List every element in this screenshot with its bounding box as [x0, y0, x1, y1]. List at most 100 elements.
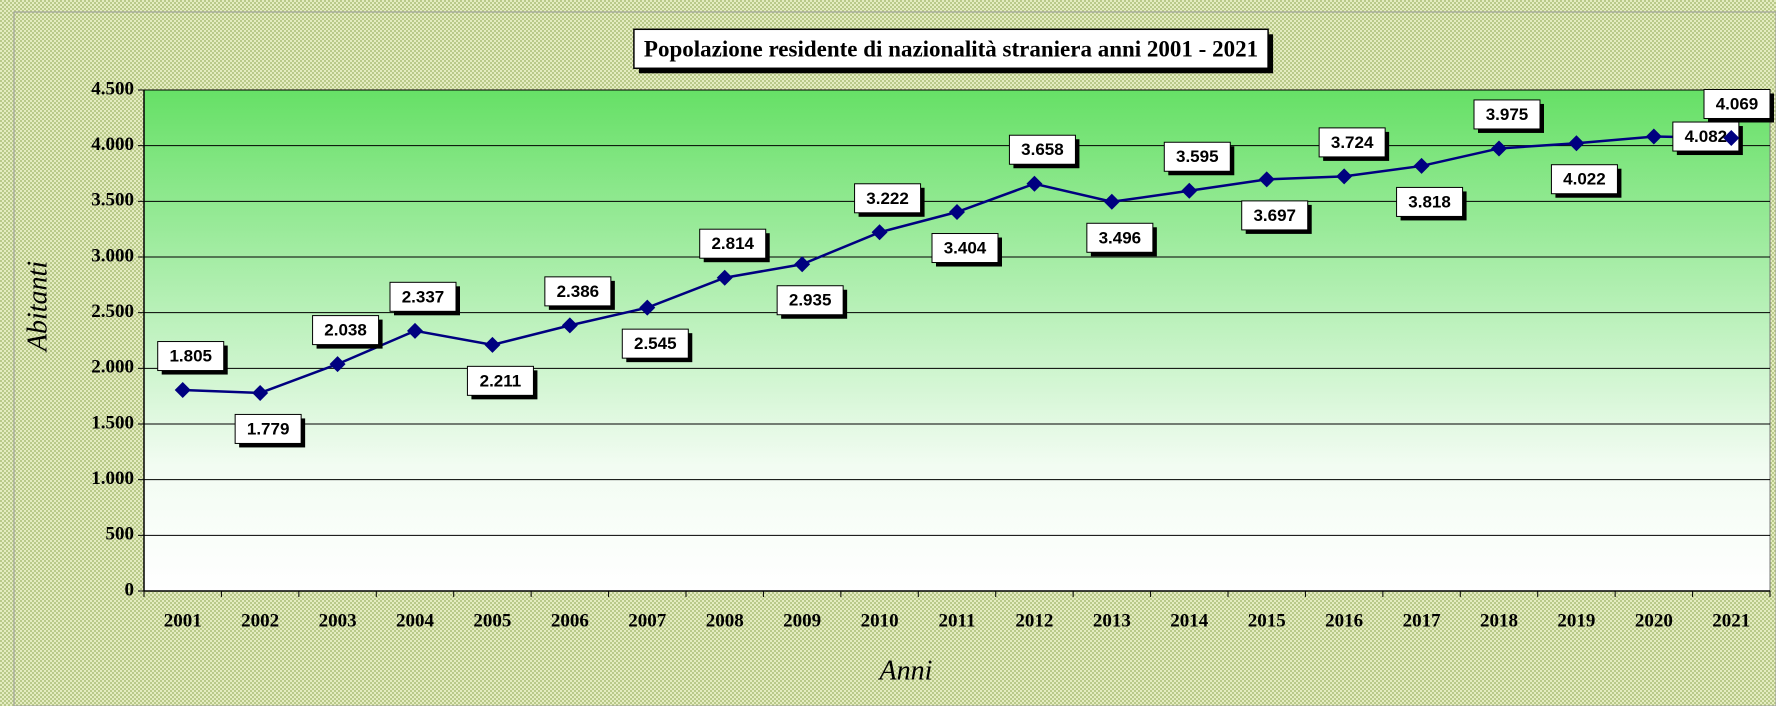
data-label: 3.404	[944, 239, 987, 258]
y-tick-label: 4.500	[91, 78, 134, 99]
data-label: 3.658	[1021, 140, 1064, 159]
y-tick-label: 2.000	[91, 357, 134, 378]
y-tick-label: 1.000	[91, 468, 134, 489]
data-label: 3.724	[1331, 133, 1374, 152]
x-tick-label: 2020	[1635, 610, 1673, 631]
x-tick-label: 2009	[783, 610, 821, 631]
y-tick-label: 4.000	[91, 134, 134, 155]
x-tick-label: 2021	[1712, 610, 1750, 631]
data-label: 2.935	[789, 291, 832, 310]
label-box	[389, 281, 457, 312]
chart-border	[13, 11, 1776, 706]
y-tick-label: 1.500	[91, 412, 134, 433]
marker	[871, 224, 888, 241]
data-label: 2.211	[480, 371, 522, 390]
label-box	[776, 285, 844, 316]
data-label: 2.814	[711, 234, 754, 253]
label-box	[1241, 200, 1309, 231]
marker	[561, 317, 578, 334]
label-box	[1550, 164, 1618, 195]
x-tick-label: 2003	[319, 610, 357, 631]
marker	[639, 299, 656, 316]
title-box: Popolazione residente di nazionalità str…	[633, 28, 1274, 74]
marker	[1491, 140, 1507, 157]
plot-area	[143, 89, 1771, 592]
marker	[716, 269, 733, 286]
label-box	[1473, 99, 1541, 130]
data-label: 3.496	[1099, 228, 1142, 247]
x-tick-label: 2015	[1248, 610, 1286, 631]
marker	[1258, 171, 1275, 188]
x-tick-label: 2004	[396, 610, 435, 631]
label-box	[931, 233, 999, 264]
x-tick-label: 2002	[241, 610, 279, 631]
marker	[484, 336, 501, 353]
marker	[1103, 193, 1120, 210]
marker	[252, 384, 269, 401]
label-box	[854, 183, 922, 214]
marker	[174, 382, 191, 399]
label-box	[234, 413, 302, 444]
data-label: 3.975	[1486, 105, 1529, 124]
x-tick-label: 2017	[1403, 610, 1442, 631]
label-box	[312, 315, 380, 346]
title-frame	[633, 28, 1269, 70]
data-label: 2.545	[634, 334, 677, 353]
x-tick-label: 2018	[1480, 610, 1518, 631]
data-label: 2.386	[557, 282, 600, 301]
marker	[1181, 182, 1198, 199]
marker	[1568, 135, 1585, 152]
data-label: 2.337	[402, 287, 445, 306]
x-tick-label: 2014	[1170, 610, 1209, 631]
data-label: 1.779	[247, 419, 290, 438]
data-label: 3.222	[866, 189, 909, 208]
data-label: 3.595	[1176, 147, 1219, 166]
label-box	[544, 276, 612, 307]
x-tick-label: 2019	[1557, 610, 1595, 631]
chart-title: Popolazione residente di nazionalità str…	[644, 36, 1258, 61]
x-tick-label: 2010	[861, 610, 899, 631]
x-tick-label: 2011	[939, 610, 976, 631]
label-box	[699, 228, 767, 259]
y-tick-label: 2.500	[91, 301, 134, 322]
x-tick-label: 2007	[628, 610, 667, 631]
label-box	[1703, 88, 1771, 119]
data-label: 1.805	[169, 347, 212, 366]
y-tick-label: 3.000	[91, 245, 134, 266]
label-box	[1318, 127, 1386, 158]
marker	[1723, 129, 1740, 146]
label-box	[1163, 141, 1231, 172]
x-tick-label: 2008	[706, 610, 744, 631]
x-tick-label: 2012	[1015, 610, 1053, 631]
x-tick-label: 2013	[1093, 610, 1131, 631]
data-label: 4.082	[1685, 127, 1728, 146]
label-box	[1396, 186, 1464, 217]
label-box	[621, 328, 689, 359]
marker	[1645, 128, 1662, 145]
marker	[794, 256, 811, 273]
x-tick-label: 2006	[551, 610, 589, 631]
data-label: 3.818	[1408, 192, 1451, 211]
marker	[1413, 157, 1430, 174]
data-label: 2.038	[324, 321, 367, 340]
y-tick-label: 500	[106, 524, 135, 545]
x-tick-label: 2001	[164, 610, 202, 631]
marker	[1026, 175, 1043, 192]
y-axis-label: Abitanti	[22, 261, 53, 353]
y-tick-label: 0	[125, 579, 135, 600]
data-label: 4.022	[1563, 170, 1606, 189]
marker	[407, 322, 423, 339]
marker	[949, 204, 965, 221]
x-axis-label: Anni	[878, 655, 933, 686]
data-label: 4.069	[1716, 94, 1759, 113]
label-box	[466, 365, 534, 396]
marker	[329, 356, 346, 373]
data-label: 3.697	[1253, 206, 1296, 225]
label-box	[1086, 222, 1154, 253]
x-tick-label: 2005	[473, 610, 511, 631]
x-tick-label: 2016	[1325, 610, 1363, 631]
marker	[1336, 168, 1353, 185]
label-box	[157, 341, 225, 372]
label-box	[1008, 134, 1076, 165]
